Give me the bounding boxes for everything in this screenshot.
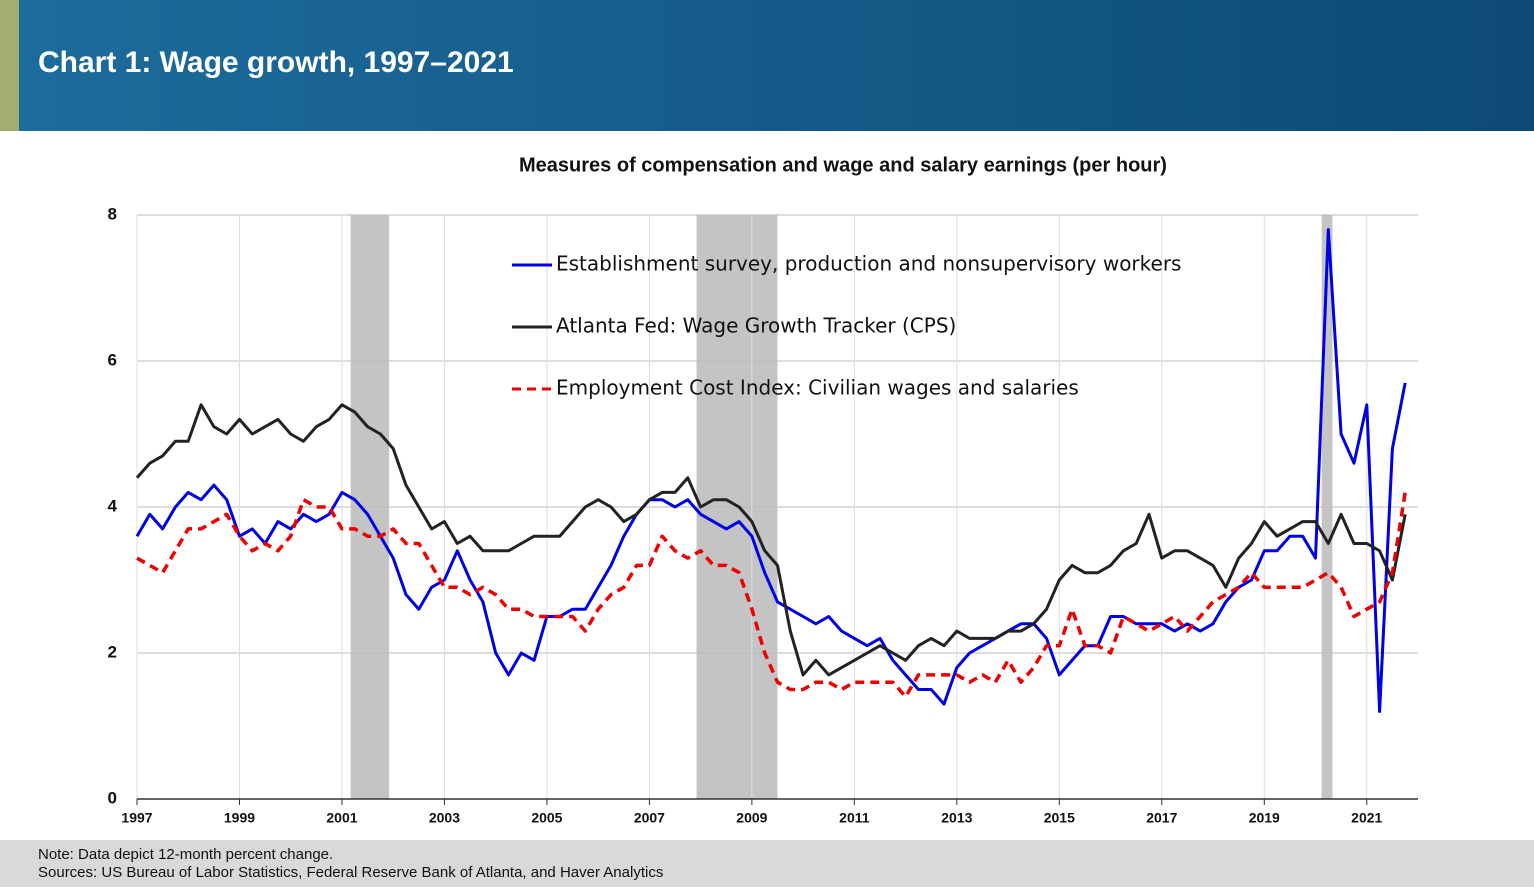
plot-area: 0 2 4 6 8 1997 1999 2001 2003 2005 2007 2009 2011 201… [108, 204, 1418, 826]
legend-label: Employment Cost Index: Civilian wages an… [556, 376, 1079, 400]
y-tick-label: 4 [108, 496, 118, 515]
x-tick-label: 2017 [1146, 810, 1177, 826]
x-tick-label: 2021 [1351, 810, 1382, 826]
x-tick-label: 2007 [634, 810, 665, 826]
x-tick-label: 2005 [531, 810, 562, 826]
x-tick-label: 2019 [1249, 810, 1280, 826]
note: Note: Data depict 12-month percent chang… [38, 846, 333, 863]
y-tick-label: 6 [108, 350, 117, 369]
x-tick-label: 2003 [429, 810, 460, 826]
series-line [136, 492, 1407, 699]
legend-label: Establishment survey, production and non… [556, 252, 1181, 276]
header-accent [0, 0, 19, 131]
x-tick-label: 2015 [1044, 810, 1075, 826]
header-band [0, 0, 1534, 131]
legend-label: Atlanta Fed: Wage Growth Tracker (CPS) [556, 314, 956, 338]
y-tick-label: 2 [108, 642, 117, 661]
x-tick-label: 2011 [839, 810, 870, 826]
x-tick-label: 1997 [121, 810, 152, 826]
note: Sources: US Bureau of Labor Statistics, … [38, 864, 663, 881]
chart-subtitle: Measures of compensation and wage and sa… [519, 154, 1167, 176]
y-tick-label: 8 [108, 204, 117, 223]
x-tick-label: 2009 [736, 810, 767, 826]
series-line [135, 403, 1407, 677]
x-tick-label: 2001 [326, 810, 357, 826]
x-tick-label: 2013 [941, 810, 972, 826]
footer-band [0, 840, 1534, 887]
x-tick-label: 1999 [224, 810, 255, 826]
series-line [135, 228, 1407, 713]
chart-title: Chart 1: Wage growth, 1997–2021 [38, 46, 514, 79]
y-tick-label: 0 [108, 788, 117, 807]
